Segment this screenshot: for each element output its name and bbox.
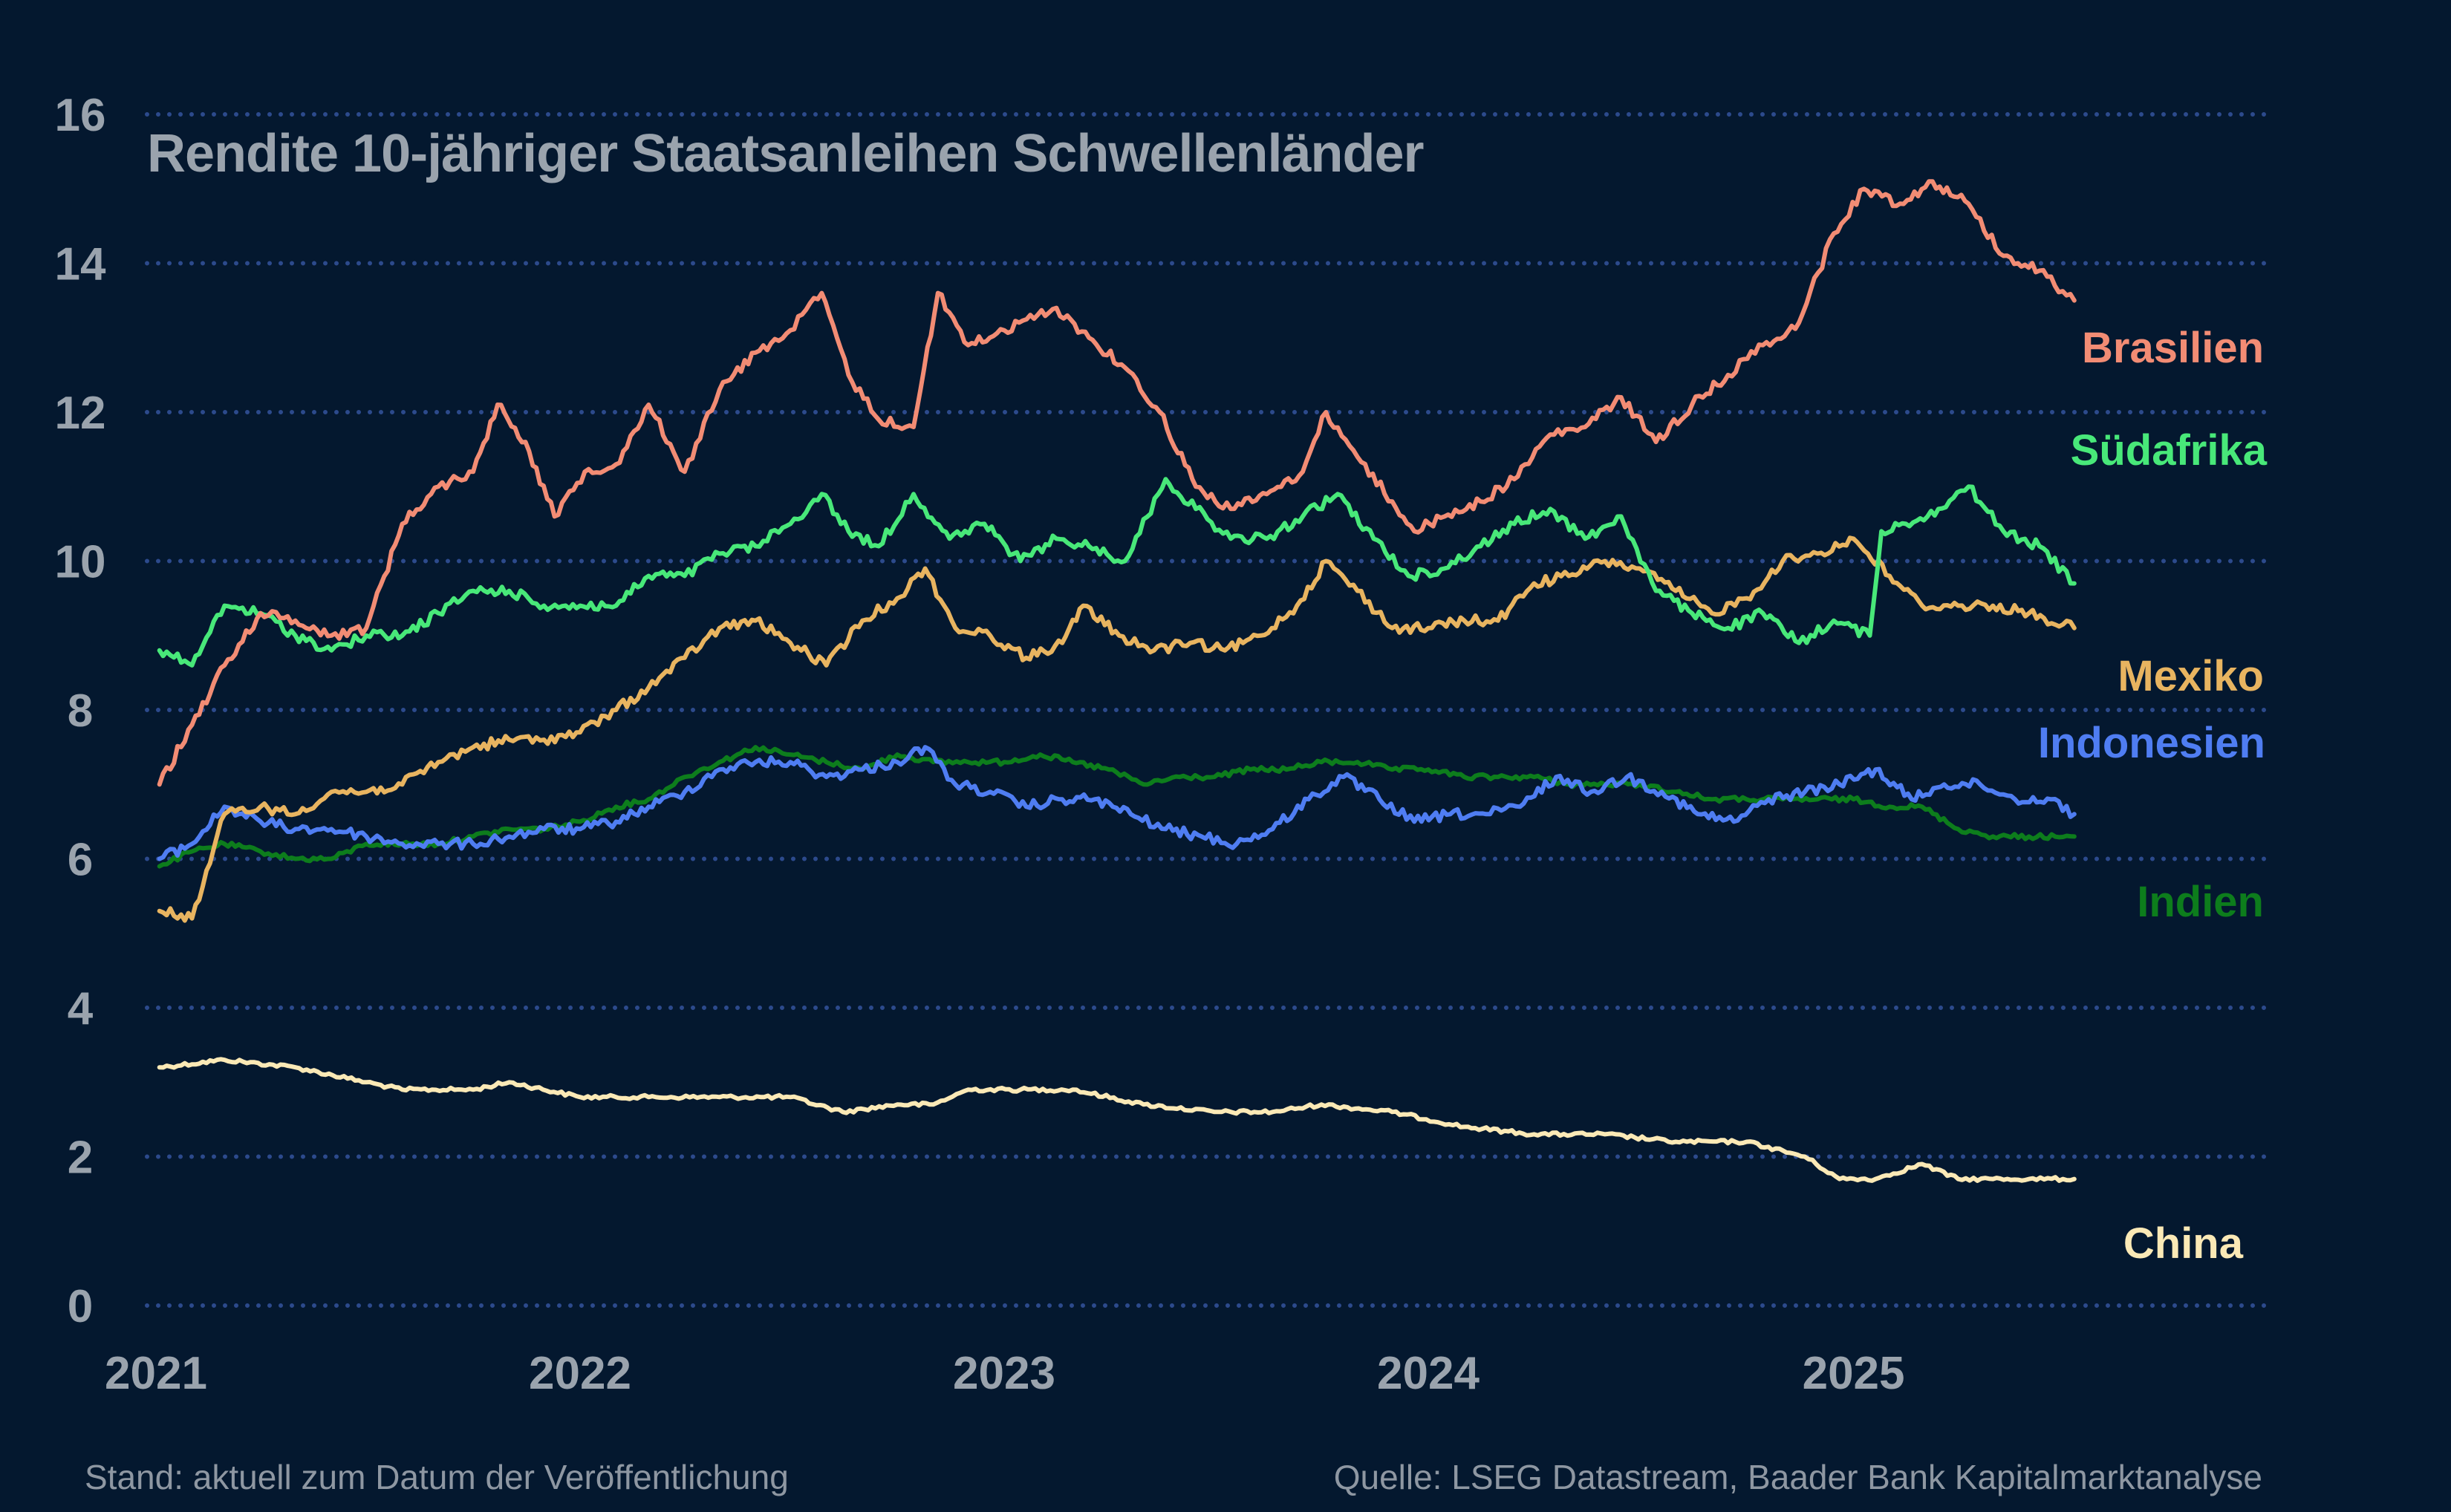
source-note: Quelle: LSEG Datastream, Baader Bank Kap…: [1333, 1458, 2262, 1496]
x-tick-label: 2022: [529, 1348, 631, 1399]
series-line-indien: [157, 745, 2077, 869]
chart-title: Rendite 10-jähriger Staatsanleihen Schwe…: [147, 124, 1425, 183]
series-line-china: [157, 1057, 2077, 1183]
y-tick-label: 2: [68, 1133, 93, 1184]
series-line-mexiko: [157, 535, 2077, 923]
series-label-indonesien: Indonesien: [2038, 719, 2265, 767]
y-tick-label: 16: [55, 90, 106, 141]
series-line-südafrika: [157, 477, 2077, 668]
series-lines: [157, 179, 2077, 1183]
x-axis-ticks: 2021 2022 2023 2024 2025: [105, 1348, 1905, 1399]
x-tick-label: 2023: [953, 1348, 1055, 1399]
gridlines: [145, 112, 2269, 1308]
x-tick-label: 2024: [1377, 1348, 1480, 1399]
series-line-brasilien: [157, 179, 2077, 787]
y-tick-label: 14: [55, 239, 106, 290]
series-label-mexiko: Mexiko: [2118, 652, 2264, 700]
series-label-china: China: [2123, 1219, 2244, 1268]
series-label-südafrika: Südafrika: [2071, 426, 2268, 475]
status-note: Stand: aktuell zum Datum der Veröffentli…: [85, 1458, 789, 1496]
y-tick-label: 4: [68, 983, 94, 1034]
y-tick-label: 8: [68, 685, 93, 737]
y-tick-label: 6: [68, 835, 93, 886]
y-axis-ticks: 0 2 4 6 8 10 12 14 16: [55, 90, 106, 1332]
x-tick-label: 2021: [105, 1348, 207, 1399]
series-label-brasilien: Brasilien: [2082, 324, 2264, 372]
y-tick-label: 0: [68, 1281, 93, 1332]
y-tick-label: 12: [55, 388, 106, 439]
series-label-indien: Indien: [2137, 878, 2264, 926]
x-tick-label: 2025: [1803, 1348, 1905, 1399]
series-labels: China Indien Indonesien Mexiko Südafrika Bras…: [2038, 324, 2268, 1268]
y-tick-label: 10: [55, 537, 106, 588]
series-line-indonesien: [157, 745, 2077, 861]
